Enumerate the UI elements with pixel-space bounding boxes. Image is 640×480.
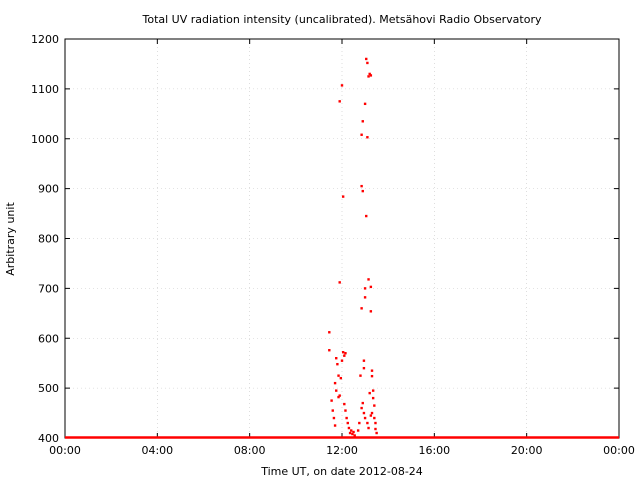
- data-point: [363, 416, 367, 420]
- data-point: [370, 374, 374, 378]
- data-point: [375, 431, 378, 435]
- data-point: [360, 184, 363, 188]
- y-tick-label: 500: [38, 382, 59, 395]
- data-point: [341, 195, 345, 198]
- data-point: [360, 406, 363, 410]
- data-point: [348, 431, 352, 435]
- data-point: [369, 285, 373, 289]
- data-point: [358, 421, 361, 425]
- data-point: [328, 331, 331, 334]
- data-point: [350, 429, 353, 432]
- data-point: [373, 404, 376, 407]
- data-point: [369, 414, 373, 417]
- data-point: [330, 399, 333, 402]
- data-point: [328, 349, 331, 352]
- data-point: [363, 296, 367, 299]
- data-point: [341, 351, 345, 354]
- data-point: [367, 278, 370, 281]
- data-point: [363, 287, 367, 290]
- data-point: [366, 421, 369, 425]
- data-point: [346, 421, 349, 425]
- y-tick-label: 400: [38, 432, 59, 445]
- data-point: [361, 120, 364, 123]
- data-point: [361, 401, 364, 405]
- x-tick-label: 12:00: [326, 444, 358, 457]
- data-point: [365, 57, 368, 61]
- data-point: [344, 352, 347, 355]
- data-point: [340, 359, 344, 362]
- data-point: [343, 354, 346, 357]
- data-point: [360, 307, 363, 310]
- data-point: [351, 432, 354, 436]
- data-point: [333, 424, 337, 427]
- y-tick-label: 700: [38, 282, 59, 295]
- data-point: [371, 396, 375, 400]
- data-point: [362, 366, 366, 370]
- data-point: [339, 376, 343, 380]
- data-point: [335, 389, 338, 392]
- data-point: [345, 416, 348, 420]
- data-point: [368, 72, 371, 76]
- data-point: [373, 416, 376, 420]
- data-point: [362, 411, 366, 415]
- data-point: [374, 421, 377, 425]
- data-point: [362, 359, 366, 362]
- y-tick-label: 900: [38, 183, 59, 196]
- data-point: [367, 426, 370, 430]
- data-point: [337, 395, 340, 399]
- y-tick-label: 800: [38, 233, 59, 246]
- y-axis-label: Arbitrary unit: [4, 202, 17, 276]
- x-axis-ticks: 00:00 04:00 08:00 12:00 16:00 20:00 00:00: [49, 39, 635, 457]
- data-point: [331, 409, 334, 412]
- data-point: [370, 369, 374, 372]
- data-point: [370, 411, 374, 415]
- data-points: [328, 57, 378, 437]
- x-tick-label: 04:00: [141, 444, 173, 457]
- data-point: [359, 374, 362, 377]
- x-tick-label: 00:00: [603, 444, 635, 457]
- data-point: [347, 426, 351, 430]
- x-tick-label: 20:00: [511, 444, 543, 457]
- x-axis-label: Time UT, on date 2012-08-24: [260, 465, 423, 478]
- grid-lines: [65, 39, 619, 438]
- data-point: [369, 310, 373, 313]
- data-point: [335, 357, 338, 360]
- y-tick-label: 1100: [31, 83, 59, 96]
- data-point: [369, 74, 373, 77]
- data-point: [332, 416, 336, 420]
- data-point: [352, 430, 355, 434]
- data-point: [353, 434, 356, 437]
- data-point: [365, 214, 368, 218]
- x-tick-label: 16:00: [418, 444, 450, 457]
- data-point: [337, 374, 340, 377]
- data-point: [333, 381, 337, 385]
- y-tick-label: 1000: [31, 133, 59, 146]
- data-point: [361, 189, 364, 193]
- y-tick-label: 600: [38, 332, 59, 345]
- data-point: [363, 102, 367, 106]
- data-point: [356, 429, 360, 432]
- data-point: [374, 427, 377, 431]
- y-axis-ticks: 400 500 600 700 800 900 1000 1100 1200: [31, 33, 619, 445]
- data-point: [371, 389, 375, 392]
- data-point: [338, 394, 341, 397]
- data-point: [343, 402, 346, 406]
- data-point: [336, 362, 339, 366]
- data-point: [338, 100, 341, 103]
- data-point: [366, 61, 369, 65]
- x-tick-label: 00:00: [49, 444, 81, 457]
- data-point: [368, 391, 371, 395]
- y-tick-label: 1200: [31, 33, 59, 46]
- data-point: [366, 136, 369, 139]
- data-point: [367, 75, 370, 78]
- x-tick-label: 08:00: [234, 444, 266, 457]
- chart-title: Total UV radiation intensity (uncalibrat…: [142, 13, 542, 26]
- data-point: [338, 281, 341, 284]
- data-point: [360, 133, 363, 136]
- data-point: [344, 409, 347, 412]
- data-point: [340, 84, 344, 87]
